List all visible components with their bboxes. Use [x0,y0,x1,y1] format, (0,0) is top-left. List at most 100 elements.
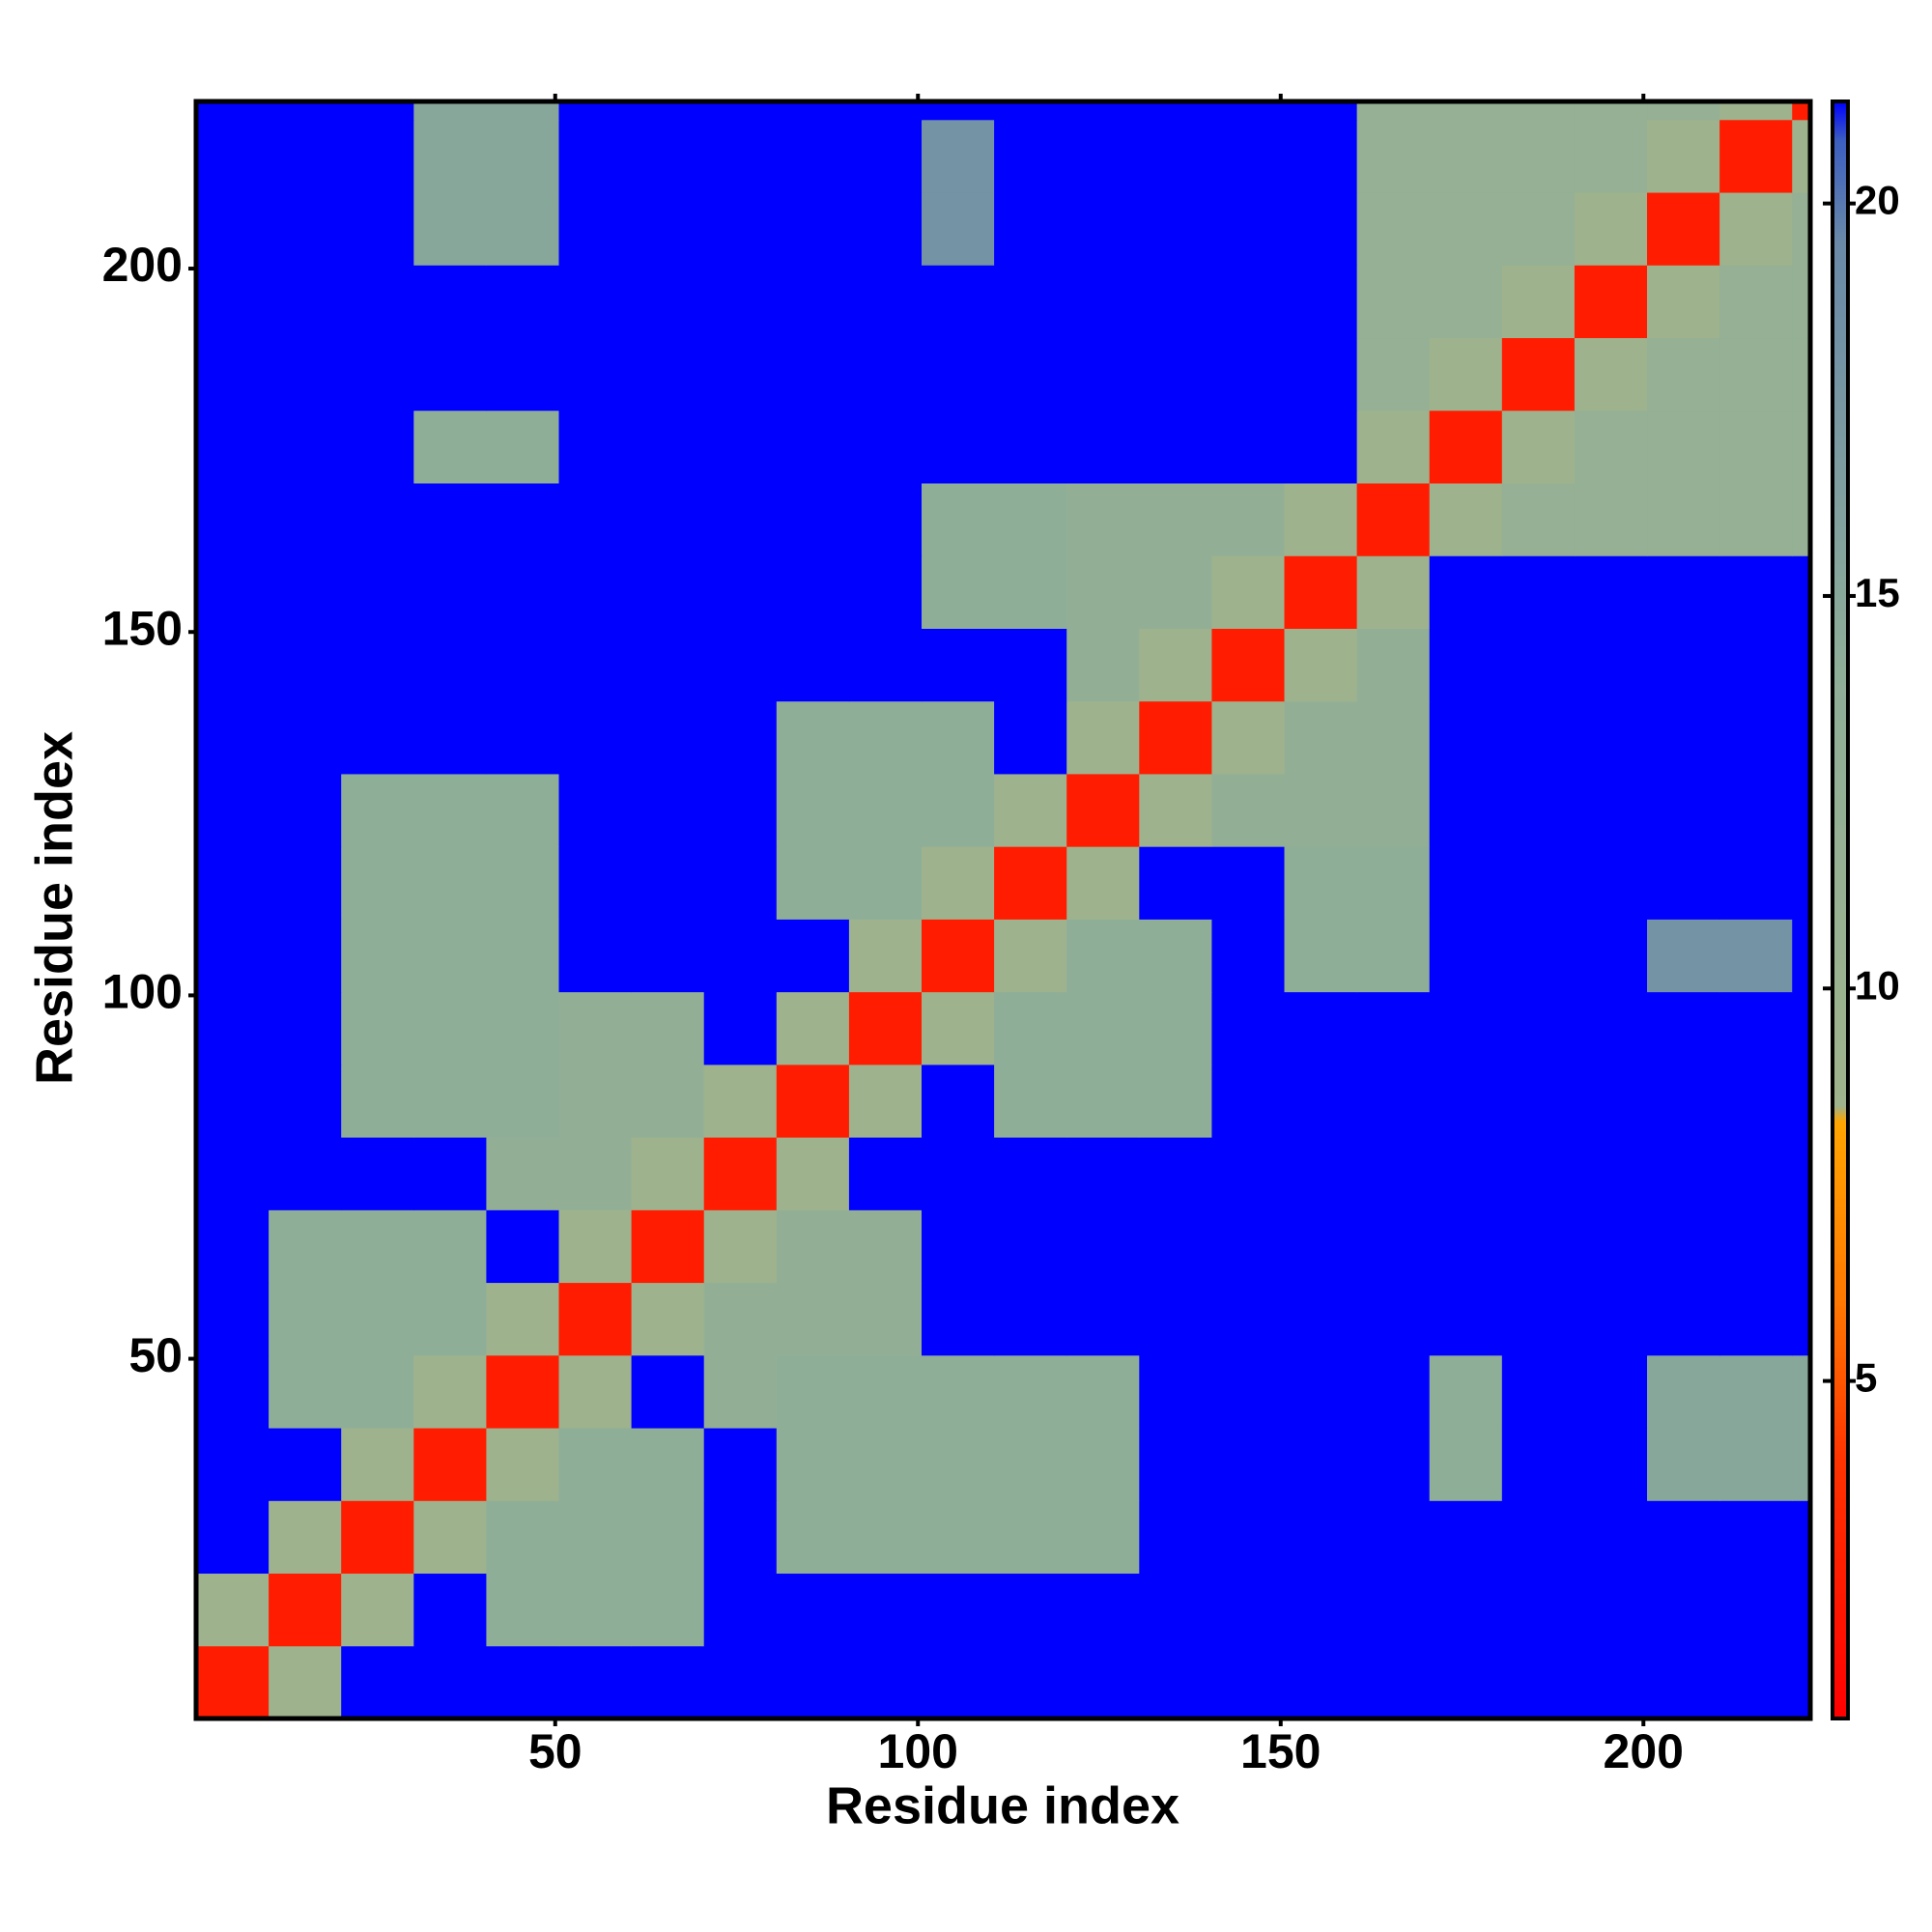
heatmap-cell [1574,700,1648,775]
colorbar-tick-label: 15 [1855,570,1900,615]
heatmap-cell [848,846,923,920]
heatmap-cell [1501,482,1576,556]
heatmap-cell [1647,1137,1720,1210]
heatmap-cell [994,1137,1067,1210]
heatmap-cell [776,1064,850,1138]
heatmap-cell [703,119,778,193]
heatmap-cell [486,1064,560,1138]
heatmap-cell [1574,1064,1648,1138]
heatmap-cell [1429,1354,1503,1429]
heatmap-cell [922,846,995,920]
heatmap-cell [922,410,995,484]
heatmap-cell [631,991,705,1065]
heatmap-cell [1139,1064,1212,1138]
heatmap-cell [703,846,778,920]
heatmap-cell [486,119,560,193]
heatmap-cell [486,1645,560,1719]
heatmap-cell [1719,846,1793,920]
heatmap-cell [631,1500,705,1575]
heatmap-cell [703,192,778,266]
heatmap-cell [922,700,995,775]
heatmap-cell [486,991,560,1065]
heatmap-cell [1284,1064,1358,1138]
heatmap-cell [994,846,1067,920]
heatmap-cell [848,1282,923,1356]
heatmap-cell [1647,265,1720,339]
heatmap-cell [922,337,995,412]
heatmap-cell [558,919,633,993]
heatmap-cell [269,1645,342,1719]
heatmap-cell [1501,1573,1576,1647]
heatmap-cell [486,846,560,920]
heatmap-cell [1501,919,1576,993]
heatmap-cell [1792,265,1811,339]
heatmap-cell [1139,991,1212,1065]
heatmap-cell [922,192,995,266]
heatmap-cell [1356,337,1431,412]
heatmap-cell [196,846,270,920]
heatmap-cell [1066,773,1140,847]
heatmap-cell [486,265,560,339]
heatmap-cell [341,1137,414,1210]
heatmap-cell [1356,1064,1431,1138]
heatmap-cell [848,265,923,339]
heatmap-cell [1719,555,1793,629]
heatmap-cell [1792,1645,1811,1719]
heatmap-cell [413,1428,487,1501]
heatmap-cell [703,1500,778,1575]
heatmap-cell [1066,1209,1140,1284]
colorbar [1831,99,1850,1720]
heatmap-cell [341,773,414,847]
heatmap-cell [1429,773,1503,847]
heatmap-cell [848,991,923,1065]
heatmap-cell [1066,700,1140,775]
heatmap-cell [196,1209,270,1284]
heatmap-cell [1501,101,1576,121]
heatmap-cell [1647,119,1720,193]
heatmap-cell [269,337,342,412]
heatmap-cell [1139,846,1212,920]
heatmap-cell [1284,991,1358,1065]
heatmap-cell [994,337,1067,412]
heatmap-cell [703,1137,778,1210]
heatmap-cell [922,919,995,993]
heatmap-cell [413,846,487,920]
heatmap-cell [1501,265,1576,339]
heatmap-cell [1501,773,1576,847]
heatmap-cell [196,1064,270,1138]
heatmap-cell [1139,1137,1212,1210]
heatmap-cell [1719,192,1793,266]
heatmap-cell [1284,700,1358,775]
heatmap-cell [413,773,487,847]
heatmap-cell [1574,555,1648,629]
heatmap-cell [994,1645,1067,1719]
heatmap-cell [703,337,778,412]
heatmap-cell [196,919,270,993]
heatmap-cell [1429,919,1503,993]
heatmap-cell [1574,1500,1648,1575]
heatmap-cell [1284,846,1358,920]
heatmap-cell [1501,700,1576,775]
heatmap-cell [1501,410,1576,484]
heatmap-cell [1066,1645,1140,1719]
heatmap-cell [1574,101,1648,121]
heatmap-cell [1501,1282,1576,1356]
heatmap-cell [1574,1428,1648,1501]
heatmap-cell [413,1209,487,1284]
heatmap-cell [341,919,414,993]
heatmap-cell [1356,1500,1431,1575]
heatmap-cell [1066,265,1140,339]
heatmap-cell [1284,1137,1358,1210]
heatmap-cell [558,337,633,412]
heatmap-cell [341,265,414,339]
heatmap-cell [1356,1645,1431,1719]
heatmap-cell [558,991,633,1065]
heatmap-cell [1647,628,1720,702]
heatmap-cell [1429,1282,1503,1356]
heatmap-cell [269,1428,342,1501]
heatmap-cell [1719,1354,1793,1429]
heatmap-cell [1284,1282,1358,1356]
heatmap-cell [1792,1064,1811,1138]
plot-frame [193,99,1813,1721]
